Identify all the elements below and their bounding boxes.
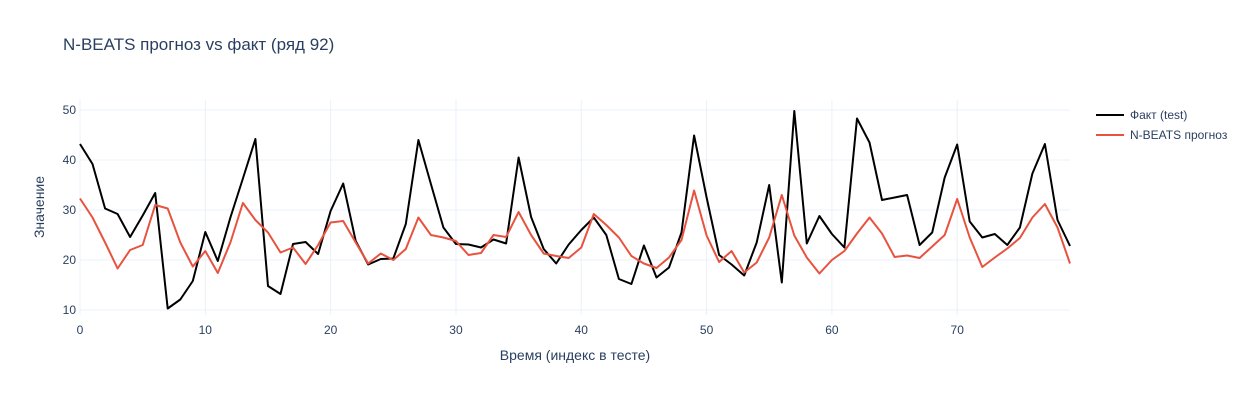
x-tick-label: 70 [951, 323, 965, 337]
y-tick-label: 50 [63, 103, 77, 117]
series-line-0[interactable] [79, 110, 1071, 310]
x-tick-label: 20 [324, 323, 338, 337]
x-tick-label: 60 [825, 323, 839, 337]
series-layer [79, 110, 1071, 310]
legend-label-fact: Факт (test) [1130, 108, 1187, 122]
series-line-1[interactable] [79, 189, 1071, 275]
legend[interactable]: Факт (test) N-BEATS прогноз [1096, 108, 1228, 142]
y-tick-label: 40 [63, 153, 77, 167]
x-tick-label: 30 [449, 323, 463, 337]
legend-item-fact[interactable]: Факт (test) [1096, 108, 1187, 122]
legend-item-forecast[interactable]: N-BEATS прогноз [1096, 128, 1228, 142]
y-tick-label: 20 [63, 253, 77, 267]
x-tick-label: 50 [700, 323, 714, 337]
x-tick-label: 40 [575, 323, 589, 337]
y-axis: 10 20 30 40 50 [63, 103, 77, 317]
x-tick-label: 10 [199, 323, 213, 337]
x-axis: 0 10 20 30 40 50 60 70 [77, 323, 965, 337]
legend-label-forecast: N-BEATS прогноз [1130, 128, 1228, 142]
y-axis-title: Значение [31, 176, 47, 238]
chart-title: N-BEATS прогноз vs факт (ряд 92) [63, 35, 334, 54]
plot-area [80, 100, 1070, 315]
y-tick-label: 30 [63, 203, 77, 217]
grid [79, 100, 1070, 315]
x-tick-label: 0 [77, 323, 84, 337]
x-axis-title: Время (индекс в тесте) [500, 347, 650, 363]
y-tick-label: 10 [63, 303, 77, 317]
